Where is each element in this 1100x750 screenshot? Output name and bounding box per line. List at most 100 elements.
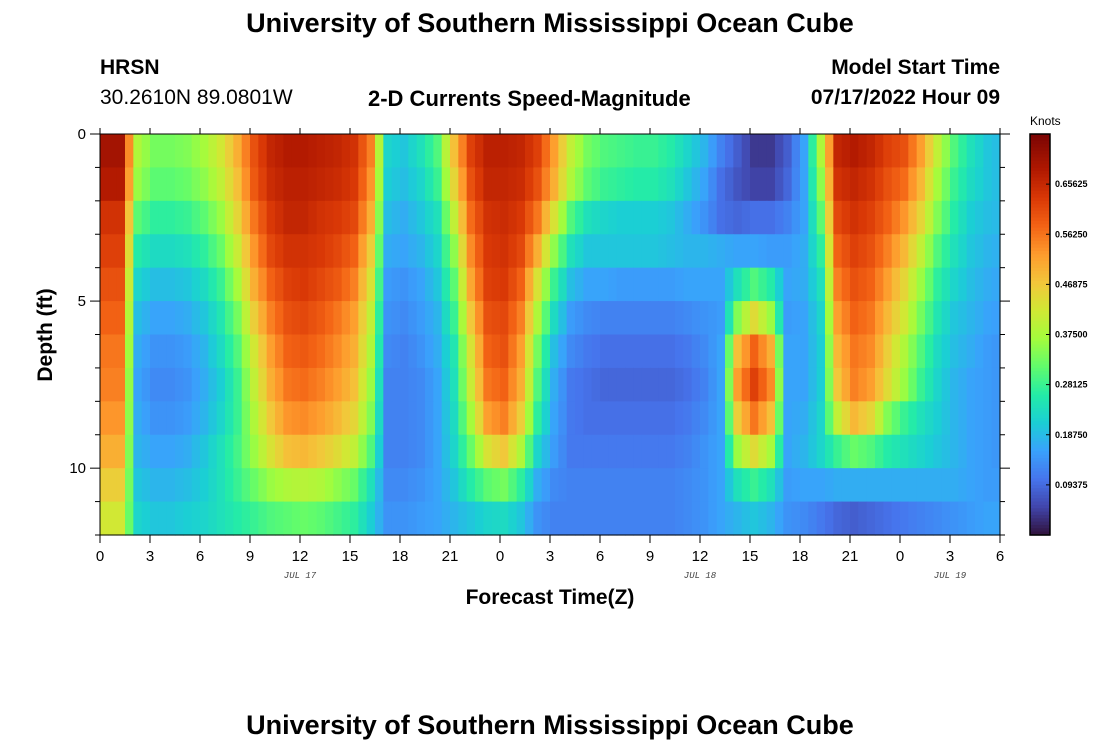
colorbar-segment	[1030, 144, 1050, 148]
colorbar-segment	[1030, 321, 1050, 326]
heatmap-cell	[833, 334, 843, 369]
heatmap-cell	[208, 134, 218, 169]
heatmap-cell	[875, 167, 884, 202]
heatmap-cell	[141, 334, 151, 369]
heatmap-cell	[783, 200, 793, 235]
heatmap-cell	[583, 501, 593, 536]
heatmap-cell	[433, 234, 443, 269]
heatmap-cell	[908, 401, 918, 436]
heatmap-cell	[183, 367, 193, 402]
heatmap-cell	[691, 401, 701, 436]
heatmap-cell	[425, 501, 434, 536]
heatmap-cell	[291, 267, 301, 302]
heatmap-cell	[275, 468, 284, 503]
heatmap-cell	[125, 501, 134, 536]
heatmap-cell	[983, 468, 993, 503]
heatmap-cell	[625, 167, 634, 202]
colorbar-segment	[1030, 397, 1050, 402]
heatmap-cell	[941, 334, 951, 369]
date-label: JUL 19	[934, 571, 967, 581]
heatmap-cell	[483, 367, 493, 402]
heatmap-cell	[358, 200, 368, 235]
heatmap-cell	[283, 367, 293, 402]
colorbar-segment	[1030, 367, 1050, 372]
heatmap-cell	[100, 501, 109, 536]
heatmap-cell	[266, 401, 276, 436]
heatmap-cell	[483, 200, 493, 235]
heatmap-cell	[333, 267, 343, 302]
heatmap-cell	[741, 200, 751, 235]
colorbar-segment	[1030, 528, 1050, 533]
heatmap-cell	[616, 167, 626, 202]
heatmap-cell	[641, 468, 651, 503]
heatmap-cell	[333, 167, 343, 202]
heatmap-cell	[783, 167, 793, 202]
heatmap-cell	[450, 401, 459, 436]
heatmap-cell	[116, 367, 126, 402]
heatmap-cell	[208, 301, 218, 336]
colorbar-title: Knots	[1030, 114, 1061, 128]
heatmap-cell	[550, 334, 559, 369]
heatmap-cell	[916, 134, 926, 169]
heatmap-cell	[275, 267, 284, 302]
heatmap-cell	[375, 501, 384, 536]
heatmap-cell	[550, 167, 559, 202]
heatmap-cell	[800, 167, 809, 202]
heatmap-cell	[483, 267, 493, 302]
heatmap-cell	[400, 334, 409, 369]
heatmap-cell	[158, 134, 168, 169]
heatmap-cell	[675, 401, 684, 436]
heatmap-cell	[350, 301, 359, 336]
heatmap-cell	[533, 468, 543, 503]
heatmap-cell	[283, 501, 293, 536]
colorbar-segment	[1030, 230, 1050, 235]
heatmap-cell	[666, 200, 676, 235]
colorbar-segment	[1030, 301, 1050, 306]
heatmap-cell	[966, 334, 976, 369]
heatmap-cell	[458, 434, 468, 469]
heatmap-cell	[841, 267, 851, 302]
heatmap-cell	[525, 367, 534, 402]
heatmap-cell	[266, 468, 276, 503]
heatmap-cell	[350, 234, 359, 269]
heatmap-cell	[850, 334, 859, 369]
heatmap-cell	[475, 134, 484, 169]
heatmap-cell	[616, 234, 626, 269]
heatmap-cell	[608, 468, 618, 503]
heatmap-cell	[733, 468, 743, 503]
heatmap-cell	[708, 367, 718, 402]
heatmap-cell	[991, 167, 1001, 202]
heatmap-cell	[450, 301, 459, 336]
heatmap-cell	[216, 200, 226, 235]
heatmap-cell	[550, 301, 559, 336]
heatmap-cell	[891, 167, 901, 202]
heatmap-cell	[791, 301, 801, 336]
heatmap-cell	[508, 367, 518, 402]
colorbar-segment	[1030, 237, 1050, 242]
heatmap-cell	[833, 468, 843, 503]
heatmap-cell	[891, 501, 901, 536]
y-tick-label: 5	[78, 293, 86, 310]
heatmap-cell	[441, 434, 451, 469]
heatmap-cell	[566, 434, 576, 469]
heatmap-cell	[433, 468, 443, 503]
heatmap-cell	[633, 167, 643, 202]
heatmap-cell	[708, 167, 718, 202]
colorbar-segment	[1030, 164, 1050, 169]
heatmap-cell	[683, 234, 693, 269]
heatmap-cell	[475, 334, 484, 369]
heatmap-cell	[658, 134, 668, 169]
station-name: HRSN	[100, 56, 160, 79]
heatmap-cell	[325, 134, 334, 169]
heatmap-cell	[816, 367, 826, 402]
heatmap-cell	[300, 134, 309, 169]
heatmap-cell	[433, 301, 443, 336]
heatmap-cell	[458, 367, 468, 402]
heatmap-cell	[591, 234, 601, 269]
y-axis-label: Depth (ft)	[34, 288, 57, 381]
heatmap-cell	[275, 200, 284, 235]
heatmap-cell	[491, 468, 501, 503]
heatmap-cell	[366, 167, 376, 202]
heatmap-cell	[825, 434, 834, 469]
heatmap-cell	[500, 301, 509, 336]
